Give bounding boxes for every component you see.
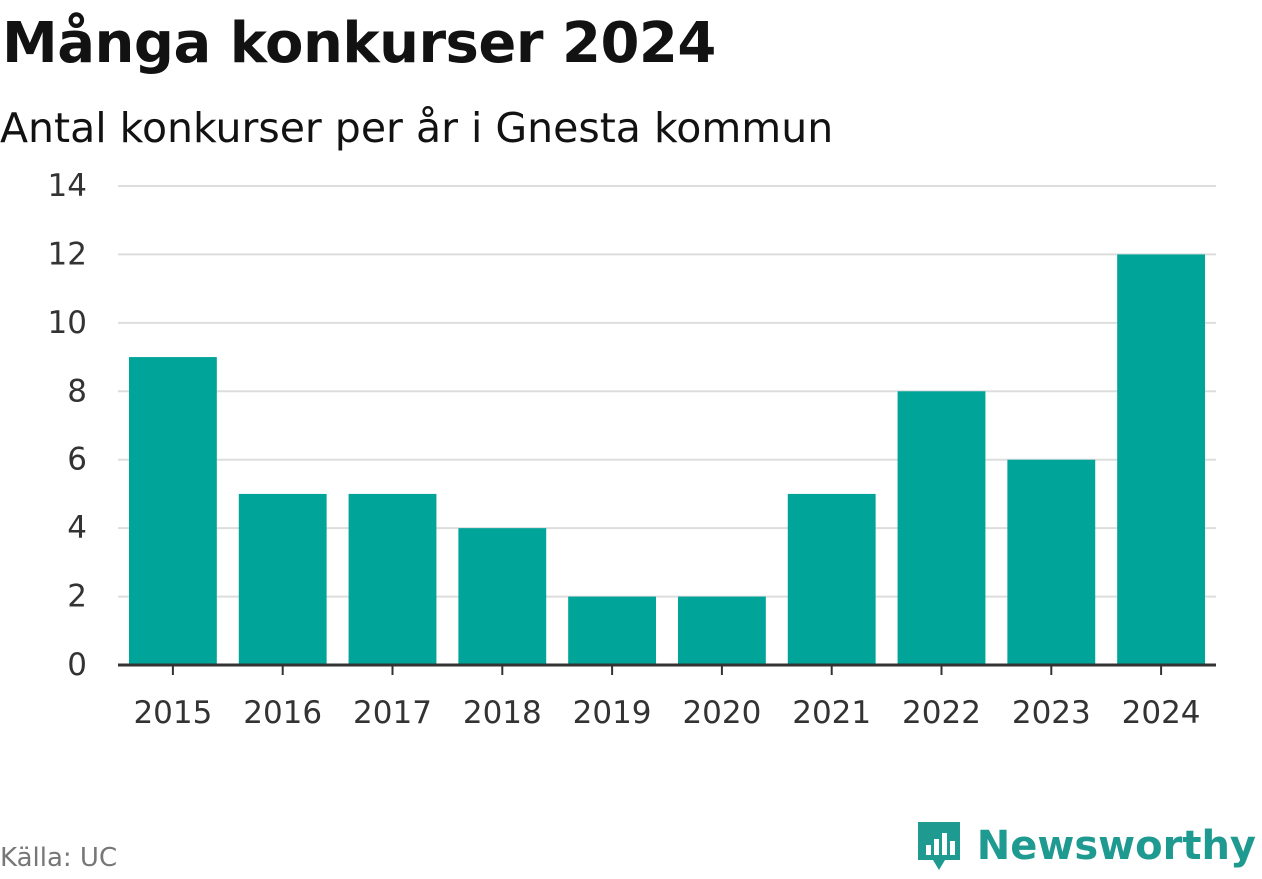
- y-tick-label: 12: [48, 236, 87, 272]
- x-tick-label: 2016: [243, 695, 322, 731]
- bar-2024: [1117, 254, 1206, 665]
- grid-lines: [118, 185, 1216, 598]
- bar-2022: [897, 391, 986, 665]
- y-tick-label: 0: [67, 647, 87, 683]
- brand-name: Newsworthy: [976, 823, 1256, 869]
- y-tick-label: 2: [67, 579, 87, 615]
- bar-chart-speech-bubble-icon: [917, 822, 960, 870]
- x-tick-label: 2021: [792, 695, 871, 731]
- bar-2023: [1007, 459, 1096, 665]
- brand-logo: Newsworthy: [915, 818, 1256, 874]
- y-tick-label: 4: [67, 510, 87, 546]
- y-tick-label: 14: [48, 168, 87, 204]
- bar-2018: [458, 528, 547, 665]
- chart-title: Många konkurser 2024: [2, 11, 716, 76]
- y-tick-label: 6: [67, 442, 87, 478]
- x-axis: [118, 663, 1216, 675]
- x-tick-label: 2018: [463, 695, 542, 731]
- x-tick-label: 2022: [902, 695, 981, 731]
- x-tick-label: 2020: [682, 695, 761, 731]
- bars: [128, 254, 1206, 665]
- bar-2016: [238, 493, 327, 665]
- bar-2015: [128, 357, 217, 665]
- chart-subtitle: Antal konkurser per år i Gnesta kommun: [0, 104, 834, 152]
- x-tick-label: 2024: [1122, 695, 1201, 731]
- bar-2020: [677, 596, 766, 665]
- x-tick-label: 2023: [1012, 695, 1091, 731]
- x-tick-label: 2015: [133, 695, 212, 731]
- source-note: Källa: UC: [0, 843, 118, 873]
- y-tick-label: 8: [67, 373, 87, 409]
- x-tick-label: 2019: [573, 695, 652, 731]
- y-tick-label: 10: [48, 305, 87, 341]
- bar-2021: [787, 493, 876, 665]
- tick-labels: 0 2 4 6 8 10 12 14 2015 2016 2017 2018 2019 2020 2021 2…: [48, 168, 1201, 731]
- bar-2017: [348, 493, 437, 665]
- x-tick-label: 2017: [353, 695, 432, 731]
- bar-2019: [568, 596, 657, 665]
